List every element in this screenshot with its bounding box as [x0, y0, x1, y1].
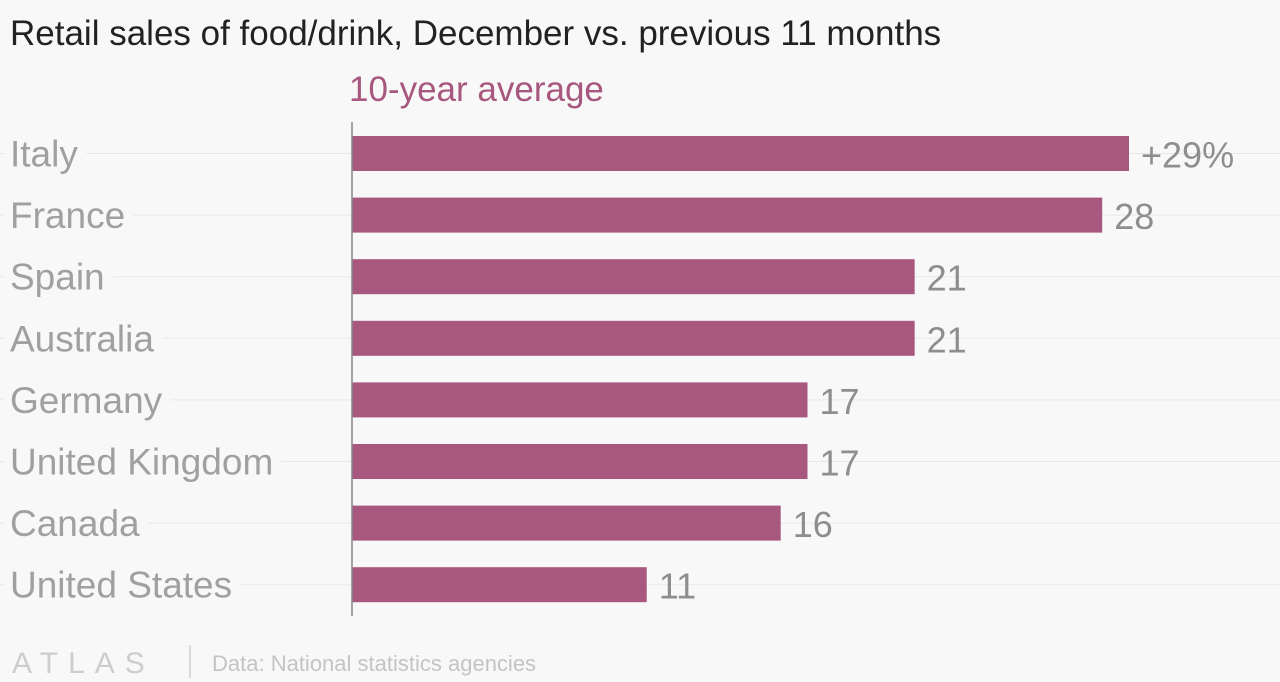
- bar: [352, 567, 647, 603]
- value-label: +29%: [1141, 135, 1234, 176]
- bar: [352, 320, 915, 356]
- category-label: United States: [10, 565, 232, 606]
- value-label: 11: [659, 566, 696, 607]
- bar: [352, 382, 808, 418]
- category-label: Spain: [10, 257, 105, 298]
- atlas-logo: ATLAS: [12, 647, 155, 680]
- category-label: Italy: [10, 134, 78, 175]
- bar: [352, 505, 781, 541]
- category-label: Canada: [10, 503, 140, 544]
- category-label: Australia: [10, 318, 154, 359]
- bar: [352, 136, 1129, 171]
- category-label: France: [10, 195, 125, 236]
- value-label: 17: [819, 443, 859, 484]
- category-label: Germany: [10, 380, 163, 421]
- value-label: 16: [793, 504, 833, 545]
- bar: [352, 444, 808, 479]
- chart-title: Retail sales of food/drink, December vs.…: [10, 14, 941, 53]
- category-label: United Kingdom: [10, 442, 273, 483]
- value-label: 21: [927, 319, 967, 360]
- logo-text: ATLAS: [12, 647, 155, 680]
- value-label: 28: [1114, 196, 1154, 237]
- value-label: 17: [819, 381, 859, 422]
- bar: [352, 259, 915, 295]
- bar: [352, 197, 1103, 233]
- chart-subtitle: 10-year average: [349, 70, 604, 109]
- source-note: Data: National statistics agencies: [212, 651, 536, 676]
- value-label: 21: [927, 258, 967, 299]
